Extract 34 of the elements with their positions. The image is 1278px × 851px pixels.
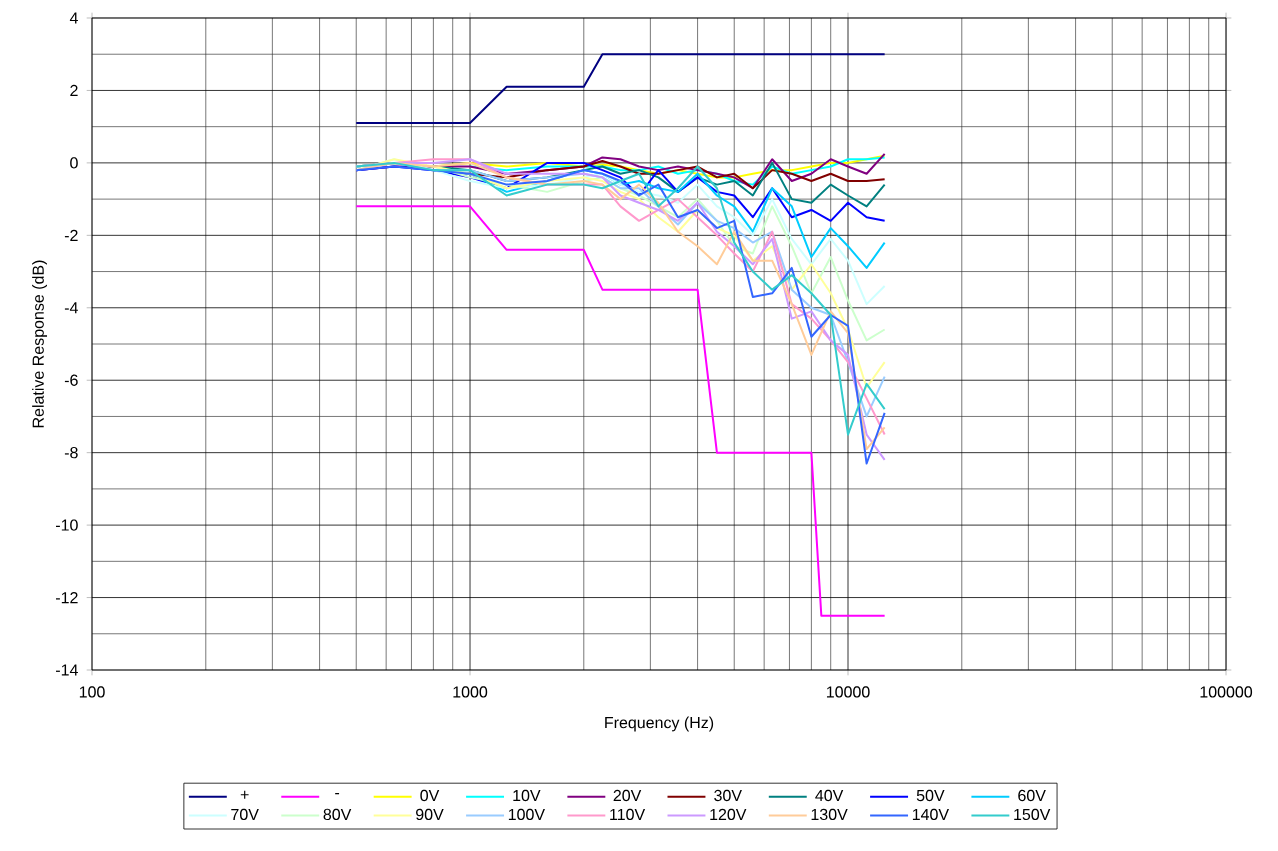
- legend-label: -: [335, 793, 340, 795]
- y-tick-label: 2: [70, 84, 78, 97]
- legend-label: 110V: [610, 808, 646, 821]
- legend-label: 20V: [613, 789, 642, 802]
- legend-label: 30V: [714, 789, 742, 802]
- x-axis-title: Frequency (Hz): [605, 716, 714, 732]
- legend-label: 90V: [416, 808, 444, 821]
- legend-label: 140V: [912, 808, 949, 821]
- legend-label: 0V: [420, 789, 440, 802]
- x-tick-label: 1000: [453, 686, 488, 698]
- legend-label: 50V: [916, 789, 945, 802]
- x-tick-label: 100: [79, 686, 105, 698]
- legend-label: 120V: [710, 808, 747, 821]
- y-tick-label: -14: [56, 664, 78, 676]
- y-axis-title: Relative Response (dB): [32, 260, 48, 428]
- legend-label: 70V: [231, 808, 259, 821]
- x-tick-label: 10000: [826, 686, 870, 698]
- y-tick-label: -12: [56, 591, 78, 604]
- x-tick-label: 100000: [1200, 686, 1253, 698]
- legend-label: 60V: [1018, 789, 1046, 802]
- legend-label: 10V: [513, 789, 541, 802]
- y-tick-label: -6: [64, 374, 78, 386]
- legend-label: 130V: [811, 808, 848, 821]
- legend-label: 150V: [1014, 808, 1051, 821]
- legend-label: +: [240, 790, 249, 799]
- y-tick-label: -4: [64, 302, 78, 314]
- legend-label: 80V: [323, 808, 352, 821]
- y-tick-label: -8: [64, 447, 78, 459]
- legend-label: 40V: [815, 789, 844, 802]
- y-tick-label: -2: [64, 229, 78, 241]
- y-tick-label: 4: [69, 12, 78, 24]
- y-tick-label: -10: [56, 519, 78, 531]
- legend-label: 100V: [508, 808, 545, 821]
- y-tick-label: 0: [70, 157, 78, 169]
